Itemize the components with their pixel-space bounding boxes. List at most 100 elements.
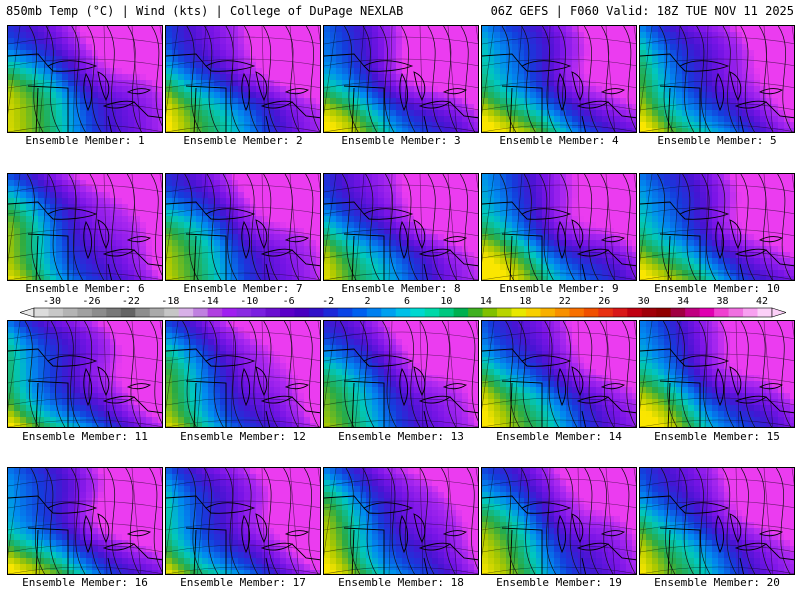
colorbar-segment xyxy=(526,308,541,317)
colorbar-min-arrow xyxy=(20,307,35,318)
colorbar-segment xyxy=(294,308,310,317)
colorbar-segment xyxy=(511,308,527,317)
colorbar-max-arrow xyxy=(771,307,786,318)
height-contours xyxy=(184,174,320,280)
colorbar-segment xyxy=(207,308,223,317)
height-contours xyxy=(662,321,792,427)
temperature-wind-map xyxy=(640,26,794,132)
height-contours xyxy=(505,321,636,427)
colorbar-tick-label: -14 xyxy=(200,296,219,307)
colorbar-segment xyxy=(265,308,281,317)
great-lakes-outline xyxy=(8,495,162,574)
colorbar-segment xyxy=(757,308,773,317)
colorbar-segment xyxy=(120,308,136,317)
colorbar-tick-label: 26 xyxy=(598,296,611,307)
great-lakes-outline xyxy=(640,348,794,427)
lat-lon-gridlines xyxy=(482,321,636,427)
lat-lon-gridlines xyxy=(324,26,478,132)
great-lakes-outline xyxy=(640,495,794,574)
colorbar-tick-label: 42 xyxy=(755,296,769,307)
ensemble-member-map xyxy=(165,467,321,575)
page-header: 850mb Temp (°C) | Wind (kts) | College o… xyxy=(0,0,800,22)
temperature-field xyxy=(482,26,636,132)
great-lakes-outline xyxy=(8,348,162,427)
ensemble-member-label: Ensemble Member: 8 xyxy=(341,282,461,295)
colorbar-segment xyxy=(280,308,295,317)
lat-lon-gridlines xyxy=(482,468,636,574)
colorbar-segment xyxy=(699,308,715,317)
colorbar-segment xyxy=(149,308,165,317)
ensemble-member-map xyxy=(323,173,479,281)
colorbar-segment xyxy=(439,308,455,317)
temperature-wind-map xyxy=(640,321,794,427)
ensemble-member-label: Ensemble Member: 14 xyxy=(496,430,622,443)
temperature-wind-map xyxy=(324,26,478,132)
ensemble-member-map xyxy=(323,320,479,428)
ensemble-member-label: Ensemble Member: 19 xyxy=(496,576,622,589)
colorbar-segment xyxy=(251,308,266,317)
colorbar-segment xyxy=(569,308,585,317)
ensemble-member-label: Ensemble Member: 6 xyxy=(25,282,145,295)
height-contours xyxy=(344,26,476,132)
temperature-colorbar xyxy=(20,307,786,318)
temperature-wind-map xyxy=(640,468,794,574)
colorbar-segment xyxy=(222,308,237,317)
colorbar-tick-label: 10 xyxy=(440,296,453,307)
height-contours xyxy=(341,174,475,280)
height-contours xyxy=(28,26,162,132)
height-contours xyxy=(499,174,636,280)
temperature-wind-map xyxy=(482,321,636,427)
height-contours xyxy=(657,174,792,280)
colorbar-segment xyxy=(106,308,122,317)
temperature-wind-map xyxy=(8,321,162,427)
great-lakes-outline xyxy=(482,201,636,280)
great-lakes-outline xyxy=(166,201,320,280)
ensemble-member-label: Ensemble Member: 16 xyxy=(22,576,148,589)
great-lakes-outline xyxy=(640,201,794,280)
height-contours xyxy=(345,468,478,574)
great-lakes-outline xyxy=(324,348,478,427)
colorbar-segment xyxy=(598,308,614,317)
colorbar-tick-label: -6 xyxy=(282,296,295,307)
colorbar-segment xyxy=(482,308,498,317)
colorbar-tick-label: 18 xyxy=(519,296,532,307)
colorbar-segment xyxy=(627,308,643,317)
height-contours xyxy=(30,468,162,574)
lat-lon-gridlines xyxy=(166,468,320,574)
ensemble-member-map xyxy=(639,173,795,281)
product-title: 850mb Temp (°C) | Wind (kts) | College o… xyxy=(6,4,404,18)
colorbar-segment xyxy=(62,308,78,317)
ensemble-member-map xyxy=(323,25,479,133)
height-contours xyxy=(26,174,162,280)
height-contours xyxy=(188,468,319,574)
ensemble-member-map xyxy=(481,173,637,281)
ensemble-member-label: Ensemble Member: 2 xyxy=(183,134,303,147)
ensemble-member-label: Ensemble Member: 17 xyxy=(180,576,306,589)
ensemble-member-map xyxy=(165,25,321,133)
temperature-field xyxy=(640,468,794,574)
colorbar-segment xyxy=(135,308,151,317)
temperature-wind-map xyxy=(324,174,478,280)
height-contours xyxy=(503,468,636,574)
colorbar-tick-label: 38 xyxy=(716,296,729,307)
lat-lon-gridlines xyxy=(482,174,636,280)
ensemble-member-map xyxy=(7,320,163,428)
ensemble-member-label: Ensemble Member: 9 xyxy=(499,282,619,295)
temperature-field xyxy=(640,26,794,132)
ensemble-member-map xyxy=(481,320,637,428)
colorbar-segment xyxy=(714,308,729,317)
ensemble-member-label: Ensemble Member: 12 xyxy=(180,430,306,443)
height-contours xyxy=(24,321,162,427)
ensemble-member-label: Ensemble Member: 5 xyxy=(657,134,777,147)
temperature-wind-map xyxy=(166,321,320,427)
great-lakes-outline xyxy=(166,348,320,427)
ensemble-member-map xyxy=(7,467,163,575)
lat-lon-gridlines xyxy=(640,321,794,427)
colorbar-segment xyxy=(308,308,324,317)
colorbar-segment xyxy=(366,308,382,317)
temperature-wind-map xyxy=(8,174,162,280)
great-lakes-outline xyxy=(166,53,320,132)
great-lakes-outline xyxy=(482,495,636,574)
colorbar-segment xyxy=(743,308,758,317)
colorbar-segment xyxy=(641,308,657,317)
